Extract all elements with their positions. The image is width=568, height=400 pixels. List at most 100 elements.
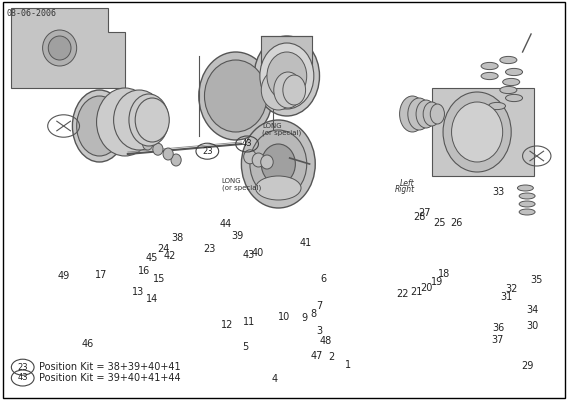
- Text: 13: 13: [132, 286, 144, 297]
- Ellipse shape: [261, 144, 295, 184]
- Ellipse shape: [72, 90, 126, 162]
- Text: 8: 8: [310, 309, 316, 318]
- Text: 08-06-2006: 08-06-2006: [7, 9, 57, 18]
- Polygon shape: [432, 88, 534, 176]
- Ellipse shape: [256, 176, 301, 200]
- Ellipse shape: [261, 155, 273, 169]
- Text: 23: 23: [18, 363, 28, 372]
- Text: 35: 35: [530, 274, 542, 285]
- Text: 6: 6: [321, 274, 327, 284]
- Ellipse shape: [261, 70, 295, 110]
- Text: 12: 12: [221, 320, 233, 330]
- Text: 23: 23: [203, 244, 215, 254]
- Ellipse shape: [114, 90, 165, 150]
- Ellipse shape: [274, 72, 302, 108]
- Ellipse shape: [43, 30, 77, 66]
- Ellipse shape: [500, 56, 517, 64]
- Text: 20: 20: [420, 282, 432, 293]
- Text: 5: 5: [242, 342, 249, 352]
- Ellipse shape: [503, 78, 520, 86]
- Ellipse shape: [519, 193, 535, 199]
- Text: 23: 23: [202, 147, 212, 156]
- Text: LONG
(or special): LONG (or special): [262, 122, 302, 136]
- Text: 39: 39: [231, 230, 244, 241]
- Ellipse shape: [267, 52, 307, 100]
- Ellipse shape: [241, 120, 315, 208]
- Text: 7: 7: [316, 302, 323, 311]
- Text: 24: 24: [157, 244, 170, 254]
- Text: 25: 25: [433, 218, 445, 228]
- Ellipse shape: [408, 98, 431, 130]
- Ellipse shape: [171, 154, 181, 166]
- Text: 30: 30: [527, 322, 539, 331]
- Text: 29: 29: [521, 361, 533, 370]
- Ellipse shape: [416, 100, 436, 128]
- Text: 2: 2: [328, 352, 335, 362]
- Ellipse shape: [254, 36, 319, 116]
- Text: 21: 21: [410, 286, 423, 297]
- Ellipse shape: [443, 92, 511, 172]
- Text: 27: 27: [419, 208, 431, 218]
- Text: 33: 33: [492, 186, 505, 196]
- Text: 45: 45: [146, 254, 158, 264]
- Text: 15: 15: [153, 274, 165, 284]
- Text: 36: 36: [492, 322, 505, 333]
- Ellipse shape: [517, 185, 533, 191]
- Ellipse shape: [452, 102, 503, 162]
- Text: 38: 38: [171, 232, 183, 242]
- Ellipse shape: [199, 52, 273, 140]
- Text: 34: 34: [527, 305, 539, 314]
- Ellipse shape: [97, 88, 153, 156]
- Text: Right: Right: [395, 186, 415, 194]
- Text: 31: 31: [500, 292, 513, 302]
- Ellipse shape: [423, 102, 440, 126]
- Ellipse shape: [250, 130, 307, 198]
- Text: 22: 22: [396, 289, 409, 298]
- Text: 19: 19: [431, 277, 444, 286]
- Text: 42: 42: [164, 250, 176, 261]
- Ellipse shape: [400, 96, 425, 132]
- Ellipse shape: [204, 60, 267, 132]
- Text: 40: 40: [251, 248, 264, 258]
- Ellipse shape: [129, 94, 169, 146]
- Ellipse shape: [135, 98, 169, 142]
- Text: 37: 37: [491, 335, 503, 346]
- Polygon shape: [11, 8, 125, 88]
- Text: Position Kit = 39+40+41+44: Position Kit = 39+40+41+44: [39, 373, 180, 383]
- Text: 28: 28: [413, 212, 425, 222]
- Text: 44: 44: [220, 218, 232, 228]
- Text: Position Kit = 38+39+40+41: Position Kit = 38+39+40+41: [39, 362, 180, 372]
- Text: 18: 18: [438, 269, 450, 278]
- Text: 49: 49: [58, 270, 70, 281]
- Ellipse shape: [153, 143, 163, 155]
- Text: 9: 9: [302, 313, 307, 322]
- Text: 47: 47: [311, 350, 323, 361]
- Ellipse shape: [431, 104, 445, 124]
- Ellipse shape: [519, 201, 535, 207]
- Ellipse shape: [163, 148, 173, 160]
- Ellipse shape: [48, 36, 71, 60]
- FancyBboxPatch shape: [261, 36, 312, 68]
- Text: 3: 3: [316, 326, 322, 336]
- Text: 43: 43: [18, 374, 28, 382]
- Text: 4: 4: [272, 374, 278, 384]
- Text: 17: 17: [95, 270, 107, 280]
- Ellipse shape: [506, 68, 523, 76]
- Text: 14: 14: [146, 294, 158, 304]
- Text: 10: 10: [278, 312, 290, 322]
- Text: 16: 16: [137, 266, 150, 276]
- Text: 32: 32: [505, 284, 517, 294]
- Ellipse shape: [260, 43, 314, 109]
- Text: 26: 26: [450, 218, 462, 228]
- Ellipse shape: [519, 209, 535, 215]
- Text: Left: Left: [400, 180, 415, 188]
- Ellipse shape: [143, 138, 153, 150]
- Ellipse shape: [488, 102, 506, 110]
- Text: 11: 11: [243, 317, 255, 326]
- Text: 1: 1: [345, 360, 351, 370]
- Ellipse shape: [500, 86, 517, 94]
- Ellipse shape: [506, 94, 523, 102]
- Ellipse shape: [481, 72, 498, 80]
- Ellipse shape: [481, 62, 498, 70]
- Ellipse shape: [77, 96, 122, 156]
